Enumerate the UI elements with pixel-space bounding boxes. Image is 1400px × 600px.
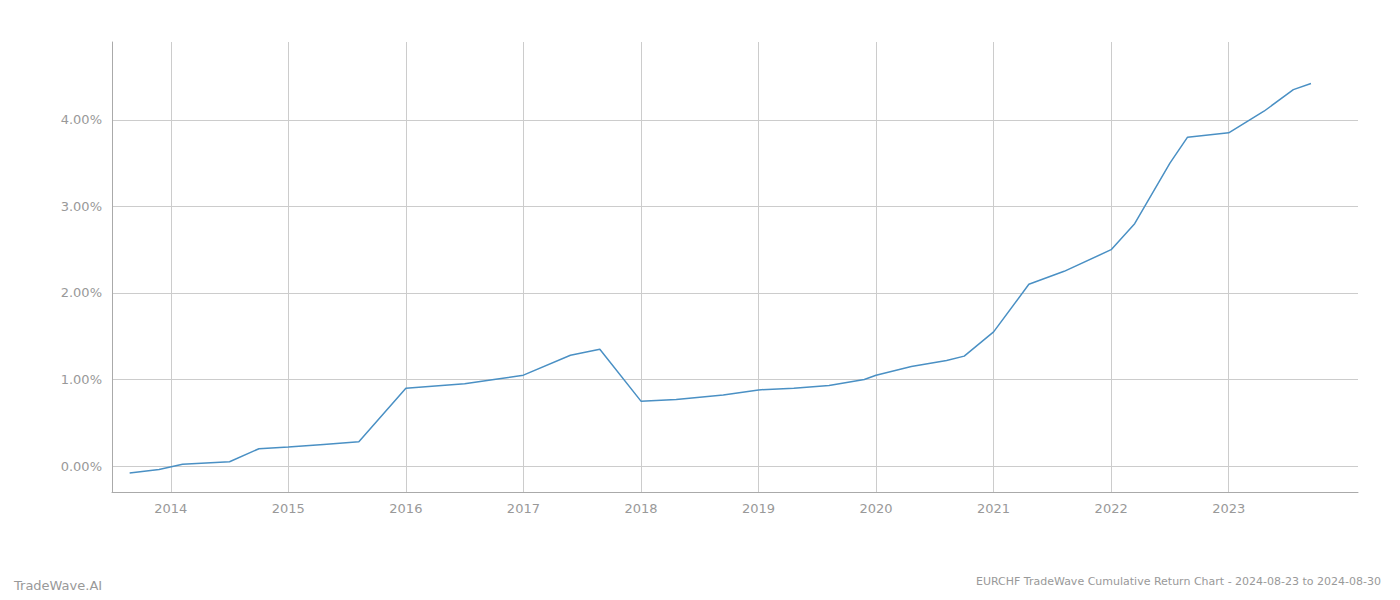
svg-text:2023: 2023: [1212, 501, 1245, 516]
svg-text:2020: 2020: [860, 501, 893, 516]
svg-text:2022: 2022: [1095, 501, 1128, 516]
svg-text:0.00%: 0.00%: [61, 459, 102, 474]
svg-text:2.00%: 2.00%: [61, 285, 102, 300]
svg-text:2017: 2017: [507, 501, 540, 516]
svg-text:2016: 2016: [389, 501, 422, 516]
svg-text:4.00%: 4.00%: [61, 112, 102, 127]
svg-text:3.00%: 3.00%: [61, 199, 102, 214]
svg-text:EURCHF TradeWave Cumulative Re: EURCHF TradeWave Cumulative Return Chart…: [976, 575, 1381, 588]
svg-text:2018: 2018: [624, 501, 657, 516]
svg-text:1.00%: 1.00%: [61, 372, 102, 387]
svg-text:TradeWave.AI: TradeWave.AI: [13, 578, 102, 593]
svg-text:2014: 2014: [154, 501, 187, 516]
svg-text:2019: 2019: [742, 501, 775, 516]
svg-text:2015: 2015: [272, 501, 305, 516]
svg-text:2021: 2021: [977, 501, 1010, 516]
